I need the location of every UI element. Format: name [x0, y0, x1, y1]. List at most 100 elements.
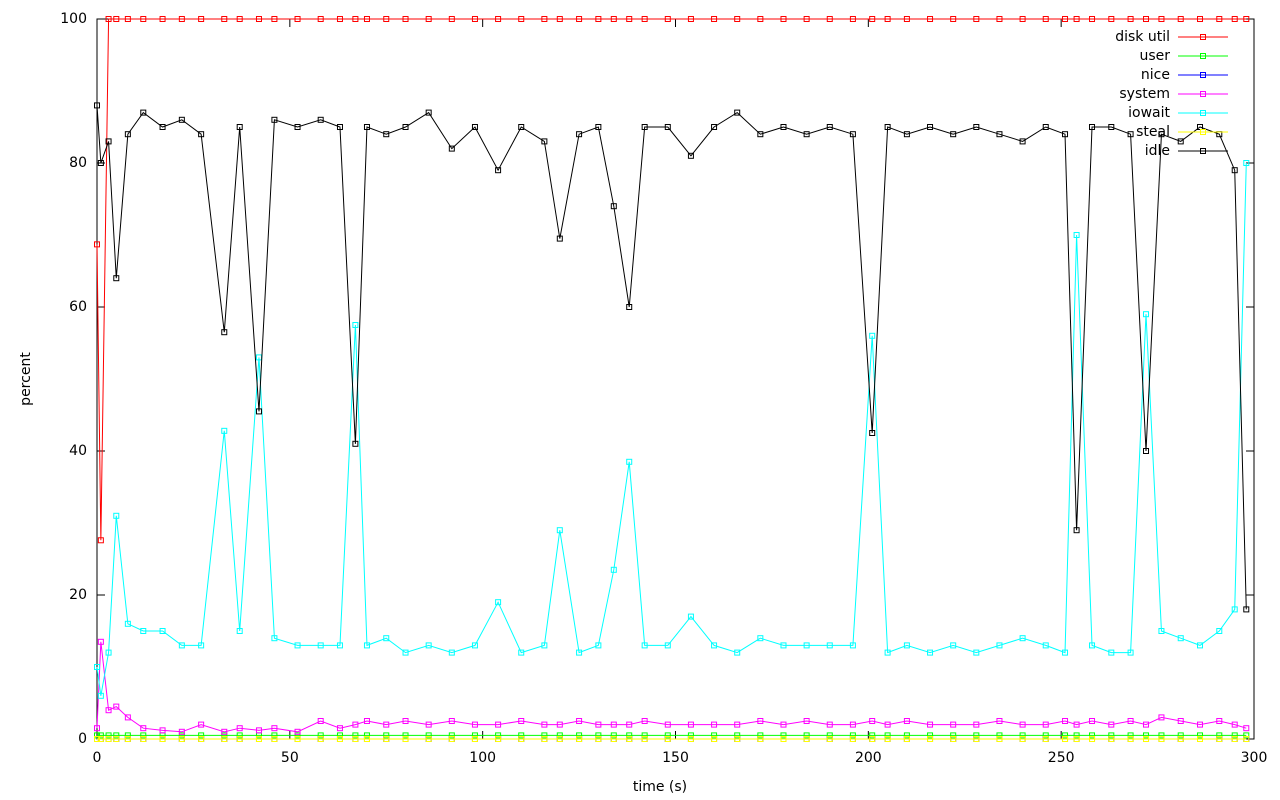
data-point — [495, 599, 502, 606]
data-point — [448, 16, 455, 22]
data-point — [927, 721, 934, 728]
data-point — [383, 635, 390, 642]
y-tick-label: 60 — [69, 299, 87, 315]
data-point — [1231, 732, 1238, 739]
legend-label: idle — [1145, 143, 1170, 159]
data-point — [105, 732, 112, 739]
data-point — [471, 16, 478, 22]
data-point — [140, 732, 147, 739]
data-point — [780, 732, 787, 739]
series-line — [96, 641, 1247, 733]
data-point — [1127, 649, 1134, 656]
data-point — [849, 721, 856, 728]
data-point — [556, 721, 563, 728]
data-point — [1073, 736, 1080, 742]
data-point — [402, 16, 409, 22]
data-point — [1143, 736, 1150, 742]
data-point — [178, 642, 185, 649]
data-point — [576, 649, 583, 656]
data-point — [1143, 448, 1150, 454]
data-point — [448, 736, 455, 742]
y-axis-label: percent — [18, 352, 34, 406]
data-point — [1062, 16, 1069, 22]
data-point — [903, 732, 910, 739]
data-point — [711, 732, 718, 739]
data-point — [124, 736, 131, 742]
data-point — [927, 732, 934, 739]
data-point — [734, 16, 741, 22]
data-point — [124, 714, 131, 721]
data-point — [448, 718, 455, 724]
data-point — [711, 124, 718, 130]
data-point — [610, 203, 617, 210]
data-point — [1127, 736, 1134, 742]
data-point — [734, 732, 741, 739]
data-point — [950, 736, 957, 742]
data-point — [425, 109, 432, 116]
data-point — [159, 16, 166, 22]
data-point — [495, 736, 502, 742]
data-point — [757, 736, 764, 742]
data-point — [884, 16, 891, 22]
data-point — [1231, 167, 1238, 174]
data-point — [996, 732, 1003, 739]
data-point — [1197, 16, 1204, 22]
data-point — [1019, 721, 1026, 728]
data-point — [826, 736, 833, 742]
data-point — [849, 736, 856, 742]
data-point — [425, 16, 432, 22]
data-point — [383, 736, 390, 742]
data-point — [1197, 721, 1204, 728]
data-point — [363, 736, 370, 742]
data-point — [996, 16, 1003, 22]
data-point — [425, 732, 432, 739]
data-point — [255, 736, 262, 742]
data-point — [1231, 606, 1238, 613]
data-point — [973, 16, 980, 22]
data-point — [884, 124, 891, 130]
data-point — [1177, 732, 1184, 739]
data-point — [448, 649, 455, 656]
data-point — [826, 642, 833, 649]
data-point — [711, 16, 718, 22]
data-point — [495, 167, 502, 174]
data-point — [641, 718, 648, 724]
data-point — [973, 124, 980, 130]
data-point — [1089, 642, 1096, 649]
data-point — [687, 16, 694, 22]
data-point — [1062, 736, 1069, 742]
data-point — [1089, 732, 1096, 739]
data-point — [221, 732, 228, 739]
data-point — [687, 732, 694, 739]
data-point — [1143, 721, 1150, 728]
data-point — [541, 642, 548, 649]
data-point — [518, 649, 525, 656]
data-point — [826, 732, 833, 739]
data-point — [352, 736, 359, 742]
y-tick-label: 0 — [78, 731, 87, 747]
data-point — [780, 16, 787, 22]
data-point — [294, 736, 301, 742]
data-point — [97, 732, 104, 739]
data-point — [255, 16, 262, 22]
data-point — [849, 732, 856, 739]
data-point — [576, 718, 583, 724]
data-point — [884, 732, 891, 739]
data-point — [448, 732, 455, 739]
data-point — [383, 131, 390, 138]
legend-label: system — [1119, 86, 1170, 102]
data-point — [1089, 736, 1096, 742]
data-point — [317, 732, 324, 739]
data-point — [105, 138, 112, 145]
data-point — [927, 736, 934, 742]
data-point — [757, 718, 764, 724]
data-point — [903, 642, 910, 649]
data-point — [927, 649, 934, 656]
data-point — [363, 124, 370, 130]
data-point — [664, 124, 671, 130]
data-point — [448, 145, 455, 152]
data-point — [94, 664, 100, 670]
data-point — [641, 732, 648, 739]
data-point — [803, 718, 810, 724]
data-point — [1143, 311, 1150, 318]
